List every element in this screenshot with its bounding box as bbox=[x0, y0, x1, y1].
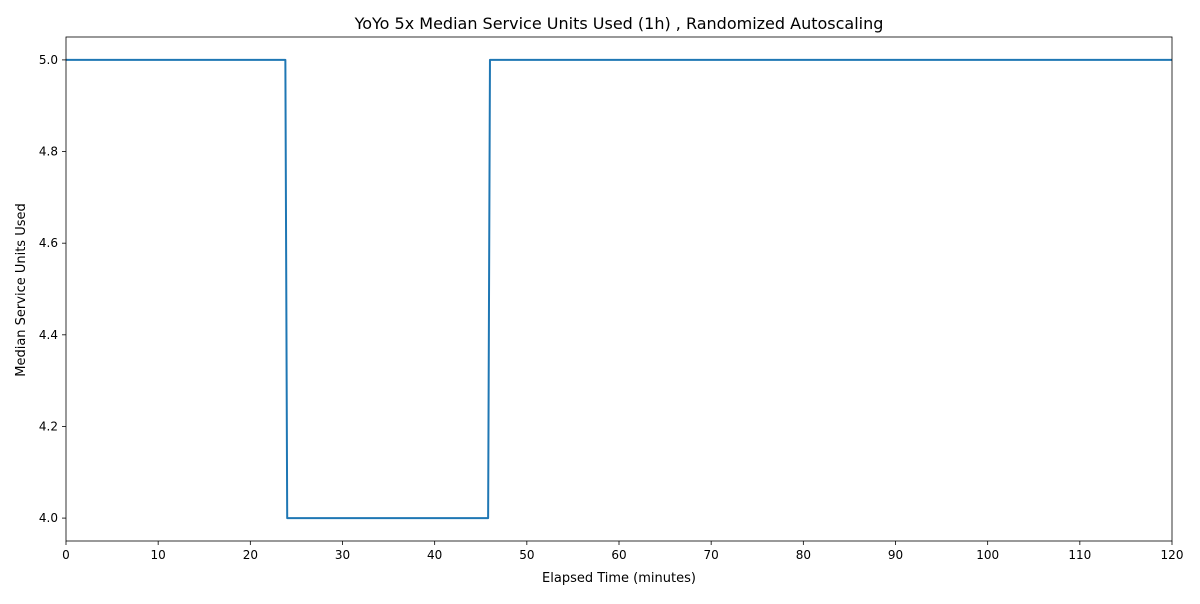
y-axis-label: Median Service Units Used bbox=[14, 203, 29, 377]
x-tick-label: 60 bbox=[611, 548, 626, 562]
x-tick-label: 120 bbox=[1161, 548, 1184, 562]
x-axis-label: Elapsed Time (minutes) bbox=[542, 571, 696, 586]
y-tick-label: 4.6 bbox=[39, 236, 58, 250]
y-tick-label: 4.4 bbox=[39, 328, 58, 342]
x-tick-label: 0 bbox=[62, 548, 70, 562]
x-tick-label: 10 bbox=[151, 548, 166, 562]
x-tick-label: 110 bbox=[1068, 548, 1091, 562]
x-tick-label: 30 bbox=[335, 548, 350, 562]
series-layer bbox=[66, 58, 1172, 520]
axes-layer: 0 10 20 30 40 50 60 70 80 90 100 110 120 4.0 4.2 4.4 4.6… bbox=[39, 36, 1184, 562]
chart-title: YoYo 5x Median Service Units Used (1h) ,… bbox=[354, 14, 884, 33]
x-tick-label: 20 bbox=[243, 548, 258, 562]
series-line-0 bbox=[66, 58, 1172, 520]
x-tick-label: 80 bbox=[796, 548, 811, 562]
y-tick-label: 4.0 bbox=[39, 511, 58, 525]
x-tick-label: 100 bbox=[976, 548, 999, 562]
y-tick-label: 4.8 bbox=[39, 145, 58, 159]
y-tick-label: 4.2 bbox=[39, 419, 58, 433]
x-tick-label: 90 bbox=[888, 548, 903, 562]
x-tick-label: 70 bbox=[704, 548, 719, 562]
x-tick-label: 40 bbox=[427, 548, 442, 562]
x-tick-label: 50 bbox=[519, 548, 534, 562]
y-tick-label: 5.0 bbox=[39, 53, 58, 67]
